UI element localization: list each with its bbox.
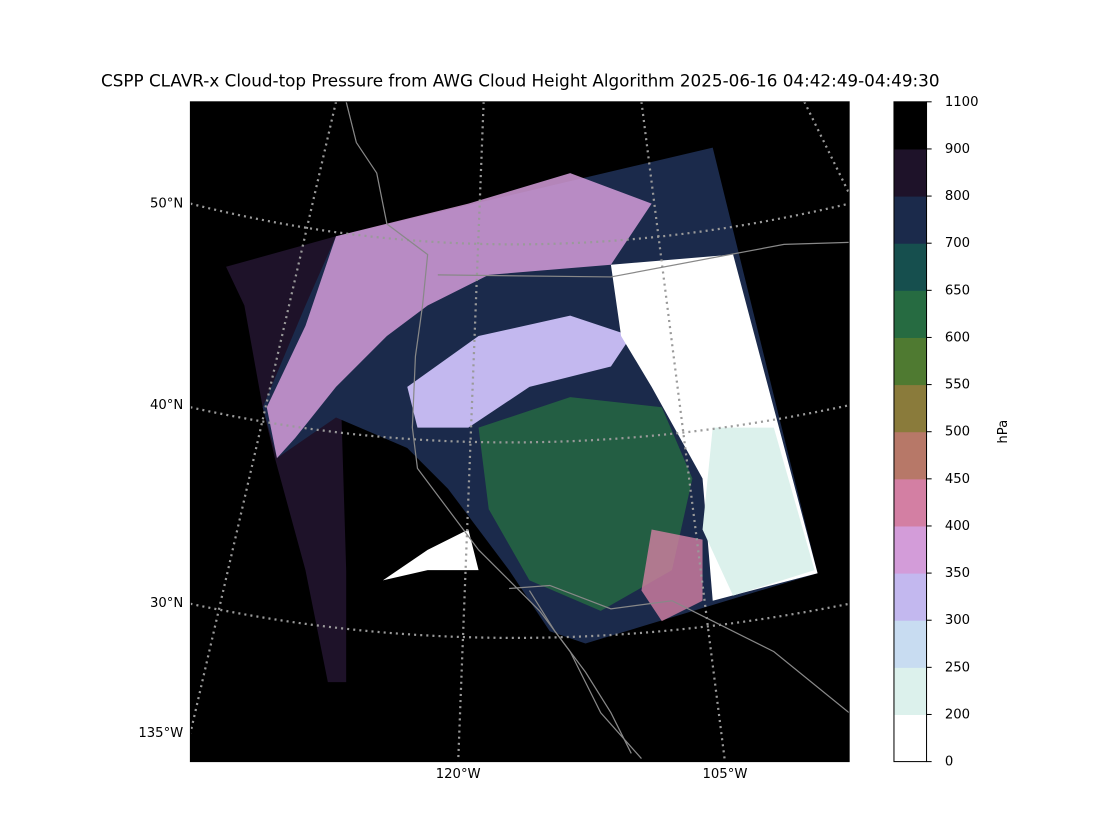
colorbar-tick-label: 400: [945, 519, 970, 534]
cloud-mid: [478, 397, 693, 611]
colorbar-segment: [893, 714, 927, 763]
lon-label: 105°W: [702, 767, 747, 782]
colorbar-segment: [893, 525, 927, 574]
colorbar: 0 200 250 300 350 400 450 500 550 600 650 700 800 900…: [893, 95, 979, 770]
colorbar-tick-label: 800: [945, 189, 970, 204]
colorbar-tick-label: 1100: [945, 95, 979, 110]
fog-patch: [382, 529, 479, 581]
colorbar-segment: [893, 101, 927, 150]
colorbar-tick-label: 450: [945, 472, 970, 487]
colorbar-tick-label: 550: [945, 378, 970, 393]
map-frame: [189, 101, 850, 763]
title: CSPP CLAVR-x Cloud-top Pressure from AWG…: [101, 70, 940, 90]
colorbar-segment: [893, 620, 927, 668]
coastline: [528, 590, 632, 754]
border: [509, 584, 850, 714]
colorbar-tick-label: 200: [945, 707, 970, 722]
lat-label: 50°N: [150, 197, 183, 212]
lon-label: 120°W: [436, 767, 481, 782]
graticule: [190, 202, 850, 246]
colorbar-segment: [893, 431, 927, 480]
colorbar-tick-label: 350: [945, 566, 970, 581]
graticule: [457, 101, 485, 762]
lat-label: 40°N: [150, 398, 183, 413]
colorbar-segment: [893, 337, 927, 386]
colorbar-tick-label: 300: [945, 613, 970, 628]
border: [437, 241, 850, 278]
cloud-patch: [641, 529, 703, 622]
colorbar-tick-label: 250: [945, 660, 970, 675]
colorbar-tick-label: 600: [945, 330, 970, 345]
colorbar-segment: [893, 196, 927, 244]
colorbar-segment: [893, 148, 927, 197]
cloud-band: [407, 315, 632, 428]
graticule: [190, 101, 338, 734]
colorbar-tick-label: 0: [945, 755, 953, 770]
colorbar-tick-label: 650: [945, 283, 970, 298]
lat-label: 30°N: [150, 596, 183, 611]
colorbar-tick-label: 500: [945, 425, 970, 440]
graticule: [640, 101, 727, 762]
colorbar-tick-label: 900: [945, 142, 970, 157]
lon-label: 135°W: [138, 726, 183, 741]
colorbar-segment: [893, 478, 927, 527]
colorbar-segment: [893, 384, 927, 433]
colorbar-segment: [893, 290, 927, 338]
graticule: [190, 602, 850, 640]
colorbar-segment: [893, 243, 927, 291]
colorbar-label: hPa: [996, 420, 1011, 444]
colorbar-tick-label: 700: [945, 236, 970, 251]
map: [189, 101, 850, 763]
colorbar-segment: [893, 667, 927, 715]
cloud-low-2: [702, 427, 815, 596]
graticule: [190, 404, 850, 444]
colorbar-segment: [893, 573, 927, 621]
